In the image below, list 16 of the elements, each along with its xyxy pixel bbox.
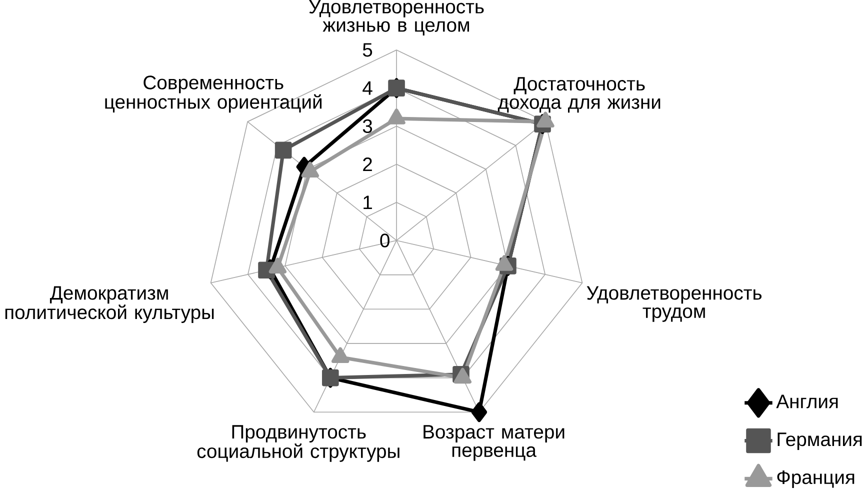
spoke-label: Продвинутость социальной структуры [197,425,400,462]
y-tick-label: 3 [362,119,372,134]
spoke-label: Возраст матери первенца [424,425,564,461]
y-tick-label: 4 [362,81,372,95]
legend-label: Германия [778,432,862,450]
spoke-label: Удовлетворенность жизнью в целом [309,0,484,36]
spoke-label: Достаточность дохода для жизни [498,77,660,113]
y-tick-label: 2 [363,158,372,172]
y-tick-label: 0 [380,234,390,248]
spoke-label: Удовлетворенность трудом [586,286,762,322]
y-tick-label: 5 [362,43,372,57]
y-tick-label: 1 [364,196,372,210]
legend-label: Англия [776,394,838,408]
spoke-label: Современность ценностных ориентаций [105,76,322,113]
legend-label: Франция [777,470,854,488]
spoke-label: Демократизм политической культуры [5,286,214,324]
